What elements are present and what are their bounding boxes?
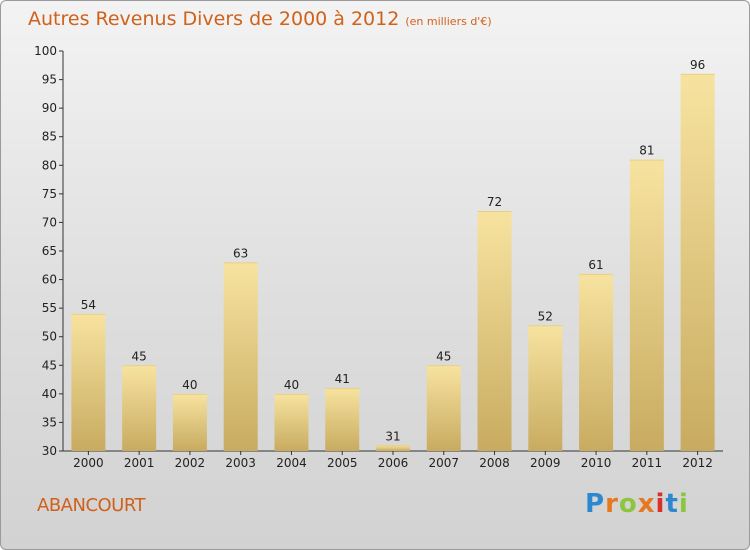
y-tick-label: 100 <box>34 44 57 58</box>
y-tick-label: 65 <box>42 244 57 258</box>
bar <box>122 365 157 451</box>
bar <box>223 262 258 451</box>
bar-value-label: 81 <box>639 144 654 158</box>
x-tick-label: 2001 <box>124 456 155 470</box>
x-tick-label: 2002 <box>175 456 206 470</box>
bar <box>426 365 461 451</box>
y-tick-label: 45 <box>42 358 57 372</box>
y-tick-label: 90 <box>42 101 57 115</box>
bar-value-label: 41 <box>335 372 350 386</box>
bar <box>274 393 309 451</box>
x-tick-label: 2004 <box>276 456 307 470</box>
commune-name: ABANCOURT <box>37 495 146 516</box>
bar <box>325 388 360 451</box>
x-tick-label: 2012 <box>682 456 713 470</box>
chart-title: Autres Revenus Divers de 2000 à 2012 (en … <box>28 8 492 30</box>
logo-letter: r <box>605 489 619 519</box>
y-tick-label: 60 <box>42 273 57 287</box>
x-tick-label: 2010 <box>581 456 612 470</box>
bar <box>528 325 563 451</box>
bar-value-label: 45 <box>436 349 451 363</box>
logo-letter: i <box>678 489 689 519</box>
x-tick-label: 2000 <box>73 456 104 470</box>
logo-letter: o <box>618 489 638 519</box>
bar-value-label: 40 <box>284 378 299 392</box>
x-tick-label: 2009 <box>530 456 561 470</box>
logo-letter: i <box>655 489 666 519</box>
bar <box>629 159 664 452</box>
bar-value-label: 63 <box>233 246 248 260</box>
x-tick-label: 2006 <box>378 456 409 470</box>
x-tick-label: 2003 <box>225 456 256 470</box>
x-tick-label: 2005 <box>327 456 358 470</box>
y-tick-label: 30 <box>42 444 57 458</box>
bar-value-label: 52 <box>538 309 553 323</box>
proxiti-logo: Proxiti <box>585 489 689 519</box>
x-tick-label: 2011 <box>632 456 663 470</box>
logo-letter: P <box>585 489 606 519</box>
y-tick-label: 50 <box>42 330 57 344</box>
bar-value-label: 72 <box>487 195 502 209</box>
y-tick-label: 85 <box>42 130 57 144</box>
y-tick-label: 75 <box>42 187 57 201</box>
logo-letter: x <box>637 489 656 519</box>
bar <box>680 73 715 451</box>
bar-value-label: 61 <box>588 258 603 272</box>
y-tick-label: 40 <box>42 387 57 401</box>
bar <box>71 313 106 451</box>
bar <box>477 211 512 451</box>
x-tick-label: 2008 <box>479 456 510 470</box>
bar-value-label: 54 <box>81 298 96 312</box>
bar <box>172 393 207 451</box>
bar <box>579 273 614 451</box>
chart-title-text: Autres Revenus Divers de 2000 à 2012 <box>28 8 400 30</box>
y-tick-label: 70 <box>42 215 57 229</box>
bar-value-label: 40 <box>182 378 197 392</box>
y-tick-label: 80 <box>42 158 57 172</box>
x-tick-label: 2007 <box>428 456 459 470</box>
y-tick-label: 95 <box>42 73 57 87</box>
bar <box>376 445 410 451</box>
y-tick-label: 35 <box>42 415 57 429</box>
bar-value-label: 31 <box>385 429 400 443</box>
logo-letter: t <box>665 489 679 519</box>
chart-subtitle: (en milliers d'€) <box>405 15 492 28</box>
y-tick-label: 55 <box>42 301 57 315</box>
bar-value-label: 96 <box>690 58 705 72</box>
bar-value-label: 45 <box>132 349 147 363</box>
